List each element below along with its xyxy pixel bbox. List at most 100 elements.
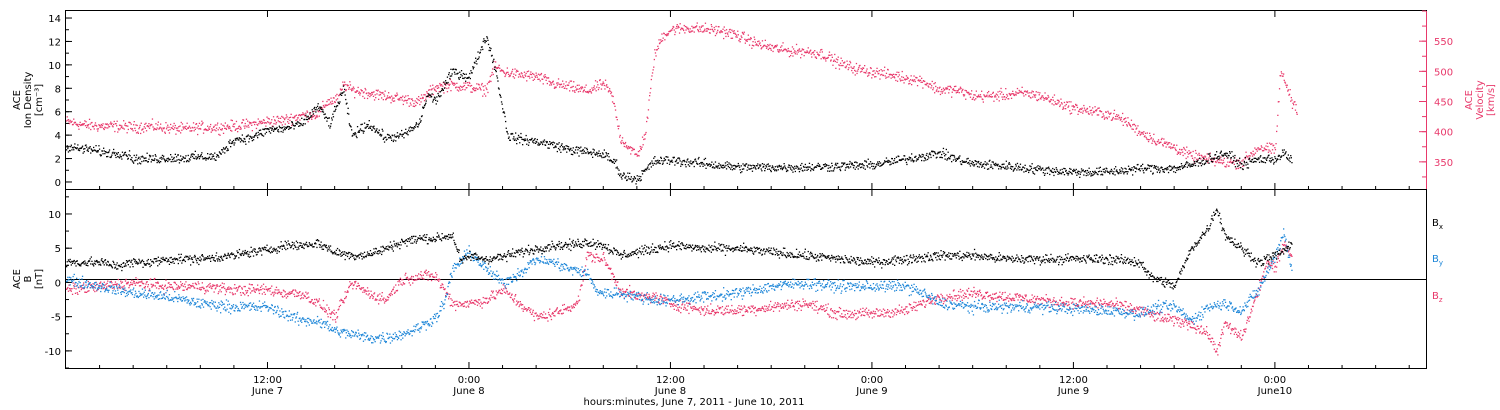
density-point <box>378 131 380 134</box>
density-point <box>436 100 439 102</box>
bz-point <box>309 301 311 303</box>
bz-point <box>173 288 175 291</box>
density-point <box>908 156 910 158</box>
density-point <box>784 165 786 167</box>
density-point <box>396 135 398 137</box>
data-points <box>66 22 1298 356</box>
density-point <box>583 152 585 154</box>
density-point <box>211 158 213 160</box>
density-point <box>532 141 534 143</box>
density-point <box>617 168 619 170</box>
density-point <box>477 58 480 60</box>
bz-point <box>358 285 360 287</box>
bz-point <box>423 278 425 280</box>
density-point <box>909 157 912 159</box>
density-point <box>1258 158 1260 160</box>
density-point <box>876 163 878 165</box>
bz-point <box>365 290 367 292</box>
density-point <box>684 160 686 163</box>
velocity-point <box>246 126 248 128</box>
density-point <box>945 148 947 151</box>
velocity-point <box>394 94 396 96</box>
bz-point <box>97 288 99 291</box>
bz-point <box>151 285 154 287</box>
velocity-point <box>104 123 107 125</box>
density-point <box>194 150 196 152</box>
density-point <box>371 129 373 131</box>
density-point <box>1148 167 1150 169</box>
density-point <box>172 160 174 163</box>
velocity-point <box>247 124 249 126</box>
velocity-point <box>1107 112 1110 114</box>
velocity-point <box>533 73 535 76</box>
velocity-point <box>999 93 1002 95</box>
velocity-point <box>221 129 223 131</box>
velocity-point <box>1026 90 1029 92</box>
density-point <box>304 123 306 125</box>
density-point <box>992 161 994 163</box>
density-point <box>433 96 436 98</box>
density-point <box>732 165 734 167</box>
velocity-point <box>744 42 746 44</box>
velocity-point <box>957 90 959 92</box>
velocity-point <box>671 29 673 31</box>
bz-point <box>288 291 290 293</box>
velocity-point <box>703 30 705 32</box>
velocity-point <box>1242 159 1244 161</box>
density-point <box>768 168 771 170</box>
velocity-point <box>213 125 215 128</box>
density-point <box>841 165 843 167</box>
density-point <box>623 173 625 175</box>
density-point <box>1199 157 1201 159</box>
bz-point <box>355 288 357 290</box>
density-point <box>776 165 778 167</box>
velocity-point <box>286 116 288 118</box>
density-point <box>867 166 869 168</box>
velocity-point <box>935 85 937 88</box>
bz-point <box>163 288 165 290</box>
density-point <box>679 160 681 162</box>
density-point <box>1230 157 1232 159</box>
density-point <box>725 168 728 170</box>
density-point <box>408 129 410 131</box>
velocity-point <box>181 123 184 125</box>
density-point <box>441 88 443 90</box>
velocity-point <box>254 123 256 126</box>
velocity-point <box>601 84 603 86</box>
velocity-point <box>436 87 439 89</box>
density-point <box>214 152 216 154</box>
velocity-point <box>562 80 564 82</box>
density-point <box>650 166 652 168</box>
density-point <box>110 156 112 159</box>
density-point <box>787 170 789 172</box>
density-point <box>917 158 919 160</box>
velocity-point <box>72 123 74 126</box>
velocity-point <box>158 128 160 130</box>
density-point <box>940 156 942 158</box>
density-point <box>973 165 975 167</box>
velocity-point <box>785 49 788 51</box>
bz-point <box>198 288 201 290</box>
velocity-point <box>538 78 540 80</box>
velocity-point <box>368 92 370 94</box>
velocity-point <box>127 125 129 127</box>
density-point <box>696 162 698 164</box>
density-point <box>429 94 432 97</box>
density-point <box>516 137 518 139</box>
bz-point <box>165 287 168 289</box>
density-point <box>223 148 225 150</box>
density-point <box>690 160 692 162</box>
velocity-point <box>1237 167 1240 170</box>
velocity-point <box>430 89 433 91</box>
density-point <box>344 94 346 96</box>
density-point <box>934 151 936 153</box>
velocity-point <box>1122 124 1124 126</box>
density-point <box>523 139 525 141</box>
velocity-point <box>637 154 639 157</box>
velocity-point <box>1143 136 1146 138</box>
velocity-point <box>93 128 95 130</box>
velocity-point <box>661 40 664 42</box>
velocity-point <box>908 83 910 85</box>
density-point <box>297 121 299 123</box>
bz-point <box>222 286 225 288</box>
